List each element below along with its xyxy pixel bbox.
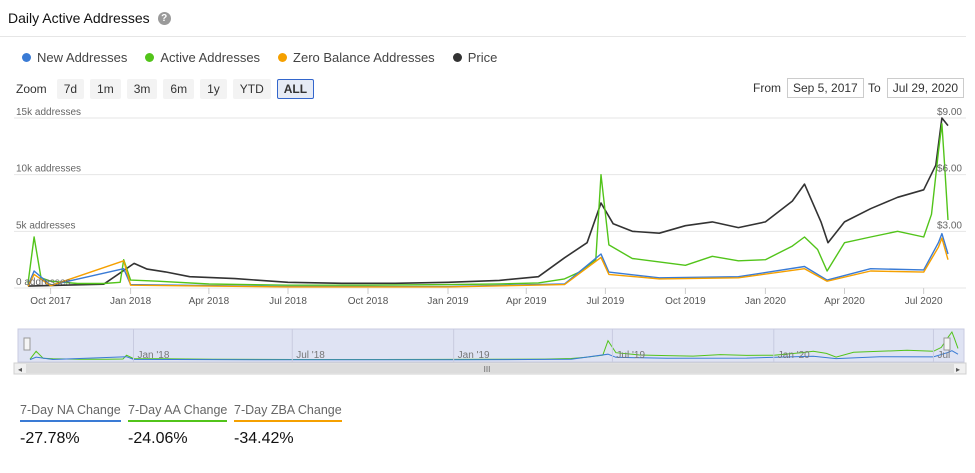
zoom-3m-button[interactable]: 3m [126,79,158,99]
x-axis-labels: Oct 2017 Jan 2018 Apr 2018 Jul 2018 Oct 2018… [30,288,943,307]
legend-label: Zero Balance Addresses [293,50,435,65]
navigator-tick-label: Jan '20 [778,350,810,361]
zoom-1y-button[interactable]: 1y [200,79,227,99]
zoom-6m-button[interactable]: 6m [163,79,195,99]
active-addresses-dot-icon [145,53,155,62]
x-tick-label: Oct 2018 [348,296,389,307]
y-axis-right-labels: $3.00 $6.00 $9.00 [937,107,962,231]
legend-item-zero-balance-addresses[interactable]: Zero Balance Addresses [278,50,435,65]
title-divider [0,36,966,37]
zoom-ytd-button[interactable]: YTD [232,79,271,99]
new-addresses-line [27,232,949,288]
grid [14,117,966,289]
title-text: Daily Active Addresses [8,10,150,26]
zoom-1m-button[interactable]: 1m [90,79,121,99]
to-date-input[interactable]: Jul 29, 2020 [886,78,965,98]
navigator-tick-label: Jan '18 [138,350,170,361]
navigator-tick-label: Jul '19 [616,350,645,361]
scroll-right-arrow-icon: ▸ [956,365,960,374]
x-tick-label: Jan 2019 [427,296,469,307]
y-left-tick-label: 0 addresses [16,277,70,288]
x-tick-label: Oct 2019 [665,296,706,307]
navigator-tick-label: Jan '19 [458,350,490,361]
zero-balance-dot-icon [278,53,288,62]
range-to: To Jul 29, 2020 [868,78,965,98]
legend-item-new-addresses[interactable]: New Addresses [22,50,127,65]
stat-aa-value: -24.06% [128,430,188,447]
price-dot-icon [452,53,462,62]
legend-label: Active Addresses [160,50,261,65]
y-right-tick-label: $9.00 [937,107,962,118]
main-chart: 0 addresses 5k addresses 10k addresses 15k … [13,107,967,375]
x-tick-label: Jan 2020 [745,296,787,307]
to-label: To [868,81,881,95]
stat-na: 7-Day NA Change -27.78% [20,403,121,448]
price-line [27,117,949,287]
y-right-tick-label: $6.00 [937,164,962,175]
y-left-tick-label: 5k addresses [16,220,75,231]
navigator-tick-label: Jul [937,350,950,361]
from-date-input[interactable]: Sep 5, 2017 [787,78,864,98]
y-axis-left-labels: 0 addresses 5k addresses 10k addresses 15k … [16,107,81,288]
stat-zba: 7-Day ZBA Change -34.42% [234,403,342,448]
zoom-label: Zoom [16,82,47,96]
y-left-tick-label: 15k addresses [16,107,81,118]
stat-zba-label: 7-Day ZBA Change [234,403,342,422]
legend-item-price[interactable]: Price [452,50,498,65]
x-tick-label: Apr 2018 [189,296,230,307]
chart-title: Daily Active Addresses ? [8,10,171,26]
zoom-controls: Zoom 7d 1m 3m 6m 1y YTD ALL [16,79,315,99]
legend-label: Price [467,50,498,65]
legend-item-active-addresses[interactable]: Active Addresses [145,50,260,65]
y-right-tick-label: $3.00 [937,220,962,231]
stat-zba-value: -34.42% [234,430,294,447]
navigator-tick-label: Jul '18 [296,350,325,361]
x-tick-label: Apr 2020 [824,296,865,307]
zero-balance-line [27,237,949,288]
range-from: From Sep 5, 2017 [753,78,864,98]
zoom-7d-button[interactable]: 7d [56,79,85,99]
stat-na-value: -27.78% [20,430,80,447]
zoom-all-button[interactable]: ALL [276,79,315,99]
scrollbar-grip-icon: III [484,365,491,374]
stat-na-label: 7-Day NA Change [20,403,121,422]
x-tick-label: Jul 2018 [269,296,307,307]
navigator-right-handle [943,337,951,351]
x-tick-label: Oct 2017 [30,296,71,307]
navigator-left-handle [23,337,31,351]
active-addresses-line [27,122,949,286]
scrollbar-thumb [26,364,954,373]
scroll-left-arrow-icon: ◂ [18,365,22,374]
new-addresses-dot-icon [22,53,31,62]
stat-aa-label: 7-Day AA Change [128,403,228,422]
series-lines [27,117,949,288]
x-tick-label: Apr 2019 [506,296,547,307]
help-icon[interactable]: ? [157,11,171,25]
navigator[interactable]: Jan '18 Jul '18 Jan '19 Jul '19 Jan '20 Jul ◂ ▸… [13,328,967,375]
x-tick-label: Jul 2020 [905,296,943,307]
stat-aa: 7-Day AA Change -24.06% [128,403,228,448]
legend-label: New Addresses [37,50,128,65]
y-left-tick-label: 10k addresses [16,164,81,175]
from-label: From [753,81,781,95]
legend: New Addresses Active Addresses Zero Bala… [22,50,497,65]
x-tick-label: Jul 2019 [586,296,624,307]
x-tick-label: Jan 2018 [110,296,152,307]
